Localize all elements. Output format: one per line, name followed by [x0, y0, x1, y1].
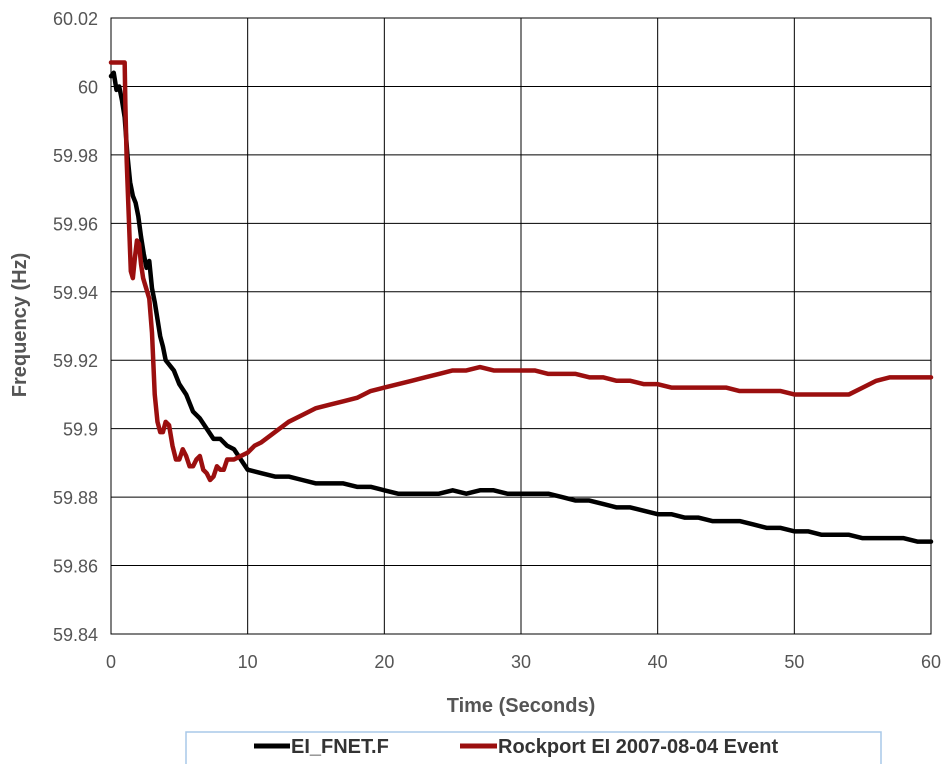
legend: EI_FNET.F Rockport EI 2007-08-04 Event — [185, 731, 882, 769]
plot-area-border — [110, 17, 932, 635]
x-tick-label: 30 — [511, 652, 531, 672]
y-tick-label: 60 — [78, 77, 98, 97]
y-tick-label: 59.84 — [53, 625, 98, 645]
x-tick-label: 0 — [106, 652, 116, 672]
legend-label-ei-fnet: EI_FNET.F — [291, 736, 389, 758]
x-tick-label: 50 — [784, 652, 804, 672]
y-tick-label: 60.02 — [53, 9, 98, 29]
y-tick-label: 59.96 — [53, 214, 98, 234]
y-tick-label: 59.88 — [53, 488, 98, 508]
y-tick-label: 59.86 — [53, 557, 98, 577]
series-lines — [108, 60, 934, 544]
y-tick-label: 59.9 — [63, 420, 98, 440]
legend-label-rockport: Rockport EI 2007-08-04 Event — [498, 736, 778, 758]
x-tick-label: 10 — [238, 652, 258, 672]
y-tick-label: 59.94 — [53, 283, 98, 303]
x-tick-label: 20 — [374, 652, 394, 672]
y-axis-title: Frequency (Hz) — [9, 253, 31, 397]
legend-box — [185, 731, 882, 769]
y-tick-label: 59.98 — [53, 146, 98, 166]
y-tick-label: 59.92 — [53, 351, 98, 371]
series-line-rockport — [108, 60, 934, 483]
series-line-ei-fnet — [108, 70, 934, 544]
x-axis-title: Time (Seconds) — [447, 695, 596, 717]
tick-labels: 59.84 59.86 59.88 59.9 59.92 59.94 59.96 59.98 6… — [53, 9, 941, 672]
x-tick-label: 60 — [921, 652, 941, 672]
x-tick-label: 40 — [648, 652, 668, 672]
axes — [110, 17, 932, 635]
